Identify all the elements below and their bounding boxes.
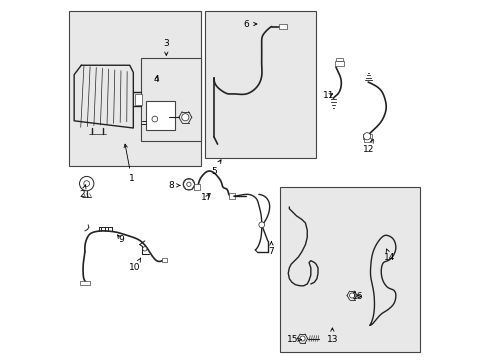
- Bar: [278, 24, 286, 29]
- Circle shape: [182, 114, 188, 121]
- Text: 7: 7: [268, 242, 274, 256]
- Circle shape: [349, 293, 354, 298]
- Bar: [145, 101, 174, 130]
- Circle shape: [142, 247, 147, 251]
- Bar: [362, 134, 371, 139]
- Text: 11: 11: [323, 91, 334, 100]
- Text: 15: 15: [286, 335, 301, 344]
- Circle shape: [80, 176, 94, 191]
- Text: 6: 6: [243, 19, 256, 28]
- Circle shape: [183, 179, 194, 190]
- Text: 1: 1: [124, 144, 134, 183]
- Text: 8: 8: [168, 181, 180, 190]
- Bar: [194, 184, 199, 190]
- Text: 9: 9: [118, 235, 123, 244]
- Circle shape: [152, 116, 158, 122]
- Bar: [204, 12, 316, 158]
- Bar: [69, 12, 201, 166]
- Bar: [140, 58, 201, 140]
- Text: 4: 4: [154, 75, 159, 84]
- Bar: [135, 94, 142, 105]
- Text: 16: 16: [351, 292, 363, 301]
- Circle shape: [83, 181, 89, 186]
- Text: 13: 13: [326, 328, 337, 344]
- Bar: [280, 187, 419, 352]
- Circle shape: [186, 182, 191, 186]
- Bar: [364, 138, 370, 141]
- Bar: [80, 281, 89, 285]
- Bar: [334, 61, 344, 66]
- Text: 10: 10: [129, 258, 141, 273]
- Bar: [162, 258, 167, 262]
- Circle shape: [258, 222, 264, 228]
- Text: 12: 12: [362, 139, 373, 154]
- Text: 3: 3: [163, 39, 169, 55]
- Text: 2: 2: [80, 184, 86, 199]
- Bar: [229, 193, 234, 199]
- Text: 17: 17: [201, 193, 212, 202]
- Circle shape: [300, 336, 305, 341]
- Bar: [336, 58, 342, 61]
- Text: 14: 14: [383, 249, 395, 262]
- Text: 5: 5: [211, 160, 221, 176]
- Circle shape: [363, 133, 370, 140]
